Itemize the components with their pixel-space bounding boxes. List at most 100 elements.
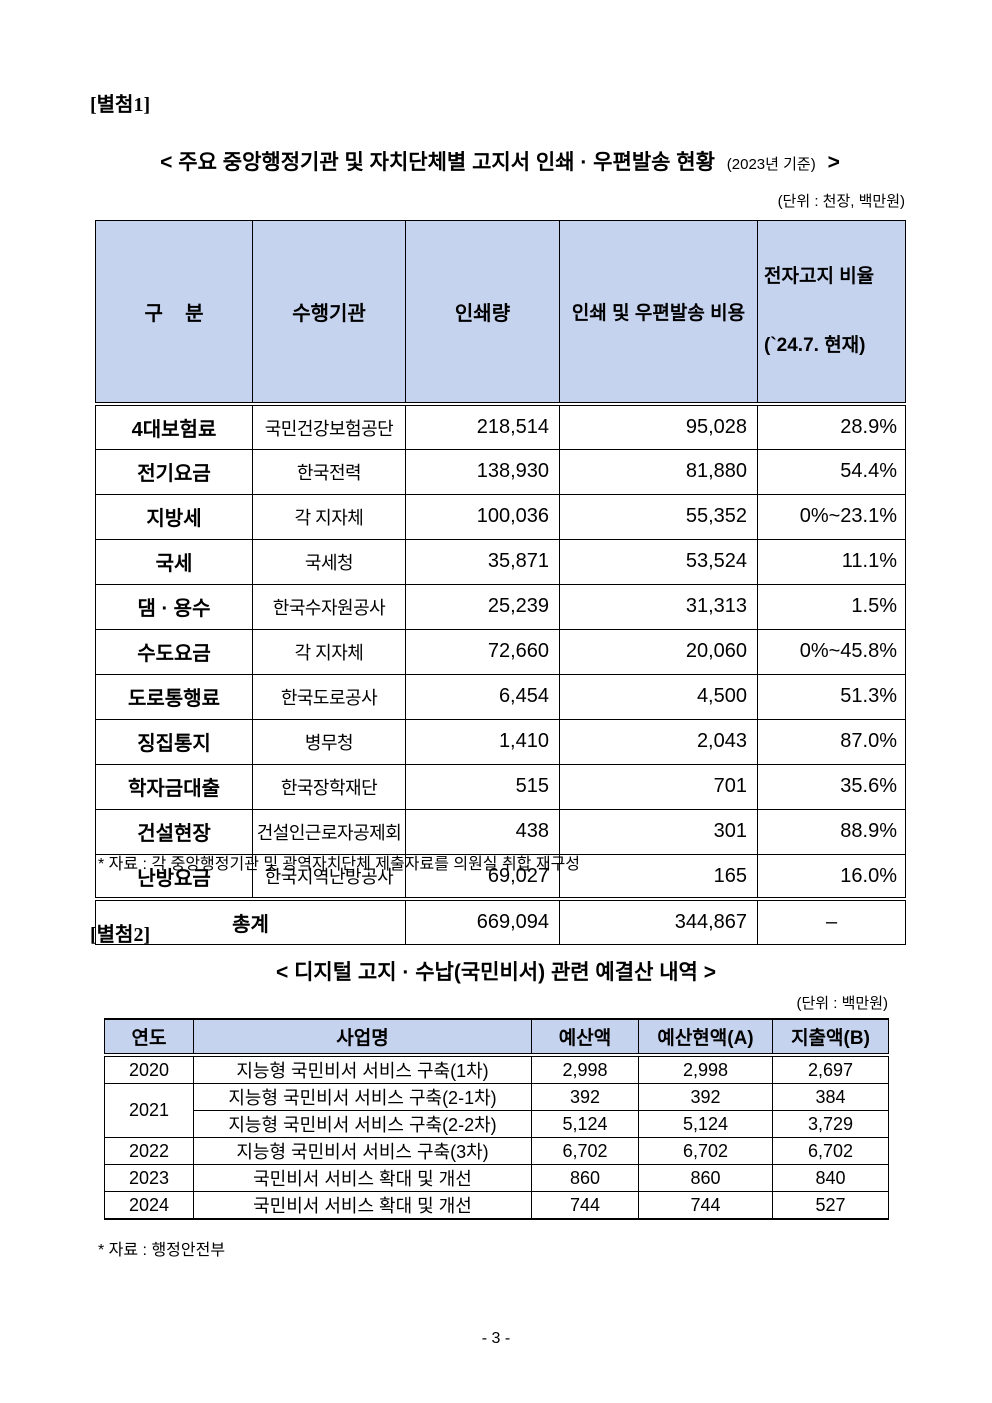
cell-category: 지방세 [95, 493, 253, 540]
cell-category: 도로통행료 [95, 673, 253, 720]
cell-category: 학자금대출 [95, 763, 253, 810]
cell-mail-cost: 53,524 [559, 538, 758, 585]
cell-agency: 한국장학재단 [252, 763, 406, 810]
cell-print-volume: 25,239 [405, 583, 560, 630]
table-row: 2020 지능형 국민비서 서비스 구축(1차) 2,998 2,998 2,697 [104, 1054, 889, 1084]
table-row: 지방세 각 지자체 100,036 55,352 0%~23.1% [95, 493, 906, 540]
cell-year: 2020 [104, 1054, 194, 1084]
cell-e-notice-rate: 35.6% [757, 763, 906, 810]
cell-e-notice-rate: 87.0% [757, 718, 906, 765]
cell-agency: 건설인근로자공제회 [252, 808, 406, 855]
print-mail-status-table: 구 분 수행기관 인쇄량 인쇄 및 우편발송 비용 전자고지 비율 (`24.7… [95, 220, 906, 945]
budget-settlement-table-body: 2020 지능형 국민비서 서비스 구축(1차) 2,998 2,998 2,697 20… [104, 1054, 889, 1220]
cell-e-notice-rate: 88.9% [757, 808, 906, 855]
cell-current-budget: 860 [638, 1164, 773, 1192]
cell-expenditure: 6,702 [772, 1137, 889, 1165]
cell-e-notice-rate: 1.5% [757, 583, 906, 630]
cell-current-budget: 2,998 [638, 1054, 773, 1084]
cell-expenditure: 2,697 [772, 1054, 889, 1084]
cell-category: 난방요금 [95, 853, 253, 900]
table-row: 댐 · 용수 한국수자원공사 25,239 31,313 1.5% [95, 583, 906, 630]
cell-e-notice-rate: 11.1% [757, 538, 906, 585]
cell-mail-cost: 165 [559, 853, 758, 900]
print-mail-status-table-header: 구 분 수행기관 인쇄량 인쇄 및 우편발송 비용 전자고지 비율 (`24.7… [95, 220, 906, 407]
header-expenditure: 지출액(B) [772, 1018, 889, 1057]
cell-agency: 각 지자체 [252, 493, 406, 540]
attachment2-footnote: * 자료 : 행정안전부 [98, 1242, 226, 1259]
table-row: 도로통행료 한국도로공사 6,454 4,500 51.3% [95, 673, 906, 720]
total-row: 총계 669,094 344,867 – [95, 897, 906, 945]
page-number: - 3 - [481, 1330, 511, 1347]
table-row: 징집통지 병무청 1,410 2,043 87.0% [95, 718, 906, 765]
table-row: 건설현장 건설인근로자공제회 438 301 88.9% [95, 808, 906, 855]
attachment1-title: < 주요 중앙행정기관 및 자치단체별 고지서 인쇄 · 우편발송 현황 (20… [95, 146, 905, 176]
print-mail-status-table-body: 4대보험료 국민건강보험공단 218,514 95,028 28.9% 전기요금 한국전력 1… [95, 403, 906, 900]
table-row: 국세 국세청 35,871 53,524 11.1% [95, 538, 906, 585]
table-row: 2022 지능형 국민비서 서비스 구축(3차) 6,702 6,702 6,702 [104, 1137, 889, 1165]
cell-project: 국민비서 서비스 확대 및 개선 [193, 1164, 532, 1192]
cell-mail-cost: 95,028 [559, 403, 758, 450]
cell-mail-cost: 55,352 [559, 493, 758, 540]
header-row: 구 분 수행기관 인쇄량 인쇄 및 우편발송 비용 전자고지 비율 (`24.7… [95, 220, 906, 407]
cell-agency: 병무청 [252, 718, 406, 765]
cell-mail-cost: 4,500 [559, 673, 758, 720]
cell-expenditure: 840 [772, 1164, 889, 1192]
cell-print-volume: 35,871 [405, 538, 560, 585]
cell-mail-cost: 301 [559, 808, 758, 855]
attachment2-title: < 디지털 고지 · 수납(국민비서) 관련 예결산 내역 > [276, 961, 716, 984]
cell-agency: 한국지역난방공사 [252, 853, 406, 900]
header-row: 연도 사업명 예산액 예산현액(A) 지출액(B) [104, 1018, 889, 1057]
cell-year: 2024 [104, 1191, 194, 1220]
cell-project: 지능형 국민비서 서비스 구축(2-1차) [193, 1083, 532, 1111]
header-e-notice-rate-line2: (`24.7. 현재) [764, 334, 866, 356]
cell-agency: 각 지자체 [252, 628, 406, 675]
header-current-budget: 예산현액(A) [638, 1018, 773, 1057]
header-agency: 수행기관 [252, 220, 406, 407]
cell-project: 지능형 국민비서 서비스 구축(2-2차) [193, 1110, 532, 1138]
header-e-notice-rate-line1: 전자고지 비율 [764, 266, 875, 287]
header-year: 연도 [104, 1018, 194, 1057]
cell-print-volume: 138,930 [405, 448, 560, 495]
attachment2-label: [별첨2] [90, 924, 151, 946]
table-row: 2024 국민비서 서비스 확대 및 개선 744 744 527 [104, 1191, 889, 1220]
cell-current-budget: 6,702 [638, 1137, 773, 1165]
cell-current-budget: 5,124 [638, 1110, 773, 1138]
table-row: 수도요금 각 지자체 72,660 20,060 0%~45.8% [95, 628, 906, 675]
cell-e-notice-rate: 54.4% [757, 448, 906, 495]
budget-settlement-table: 연도 사업명 예산액 예산현액(A) 지출액(B) 2020 지능형 국민비서 서… [104, 1018, 889, 1220]
cell-project: 지능형 국민비서 서비스 구축(3차) [193, 1137, 532, 1165]
cell-budget: 6,702 [531, 1137, 639, 1165]
cell-expenditure: 384 [772, 1083, 889, 1111]
header-print-volume: 인쇄량 [405, 220, 560, 407]
cell-year: 2022 [104, 1137, 194, 1165]
cell-current-budget: 744 [638, 1191, 773, 1220]
table-row: 2023 국민비서 서비스 확대 및 개선 860 860 840 [104, 1164, 889, 1192]
cell-budget: 2,998 [531, 1054, 639, 1084]
cell-e-notice-rate: 51.3% [757, 673, 906, 720]
cell-agency: 한국전력 [252, 448, 406, 495]
table-row: 전기요금 한국전력 138,930 81,880 54.4% [95, 448, 906, 495]
total-mail-cost: 344,867 [559, 897, 758, 945]
cell-category: 건설현장 [95, 808, 253, 855]
header-mail-cost: 인쇄 및 우편발송 비용 [559, 220, 758, 407]
cell-e-notice-rate: 16.0% [757, 853, 906, 900]
cell-budget: 5,124 [531, 1110, 639, 1138]
cell-agency: 국세청 [252, 538, 406, 585]
table-row: 난방요금 한국지역난방공사 69,027 165 16.0% [95, 853, 906, 900]
cell-agency: 국민건강보험공단 [252, 403, 406, 450]
cell-year: 2021 [104, 1083, 194, 1138]
attachment2-unit-note: (단위 : 백만원) [796, 995, 889, 1012]
attachment1-footnote: * 자료 : 각 중앙행정기관 및 광역자치단체 제출자료를 의원실 취합 재구… [98, 856, 581, 873]
cell-category: 국세 [95, 538, 253, 585]
print-mail-status-table-footer: 총계 669,094 344,867 – [95, 897, 906, 945]
cell-print-volume: 1,410 [405, 718, 560, 765]
cell-mail-cost: 2,043 [559, 718, 758, 765]
total-print-volume: 669,094 [405, 897, 560, 945]
cell-category: 전기요금 [95, 448, 253, 495]
cell-print-volume: 218,514 [405, 403, 560, 450]
cell-e-notice-rate: 0%~23.1% [757, 493, 906, 540]
cell-current-budget: 392 [638, 1083, 773, 1111]
table-row: 지능형 국민비서 서비스 구축(2-2차) 5,124 5,124 3,729 [105, 1110, 889, 1138]
header-budget: 예산액 [531, 1018, 639, 1057]
